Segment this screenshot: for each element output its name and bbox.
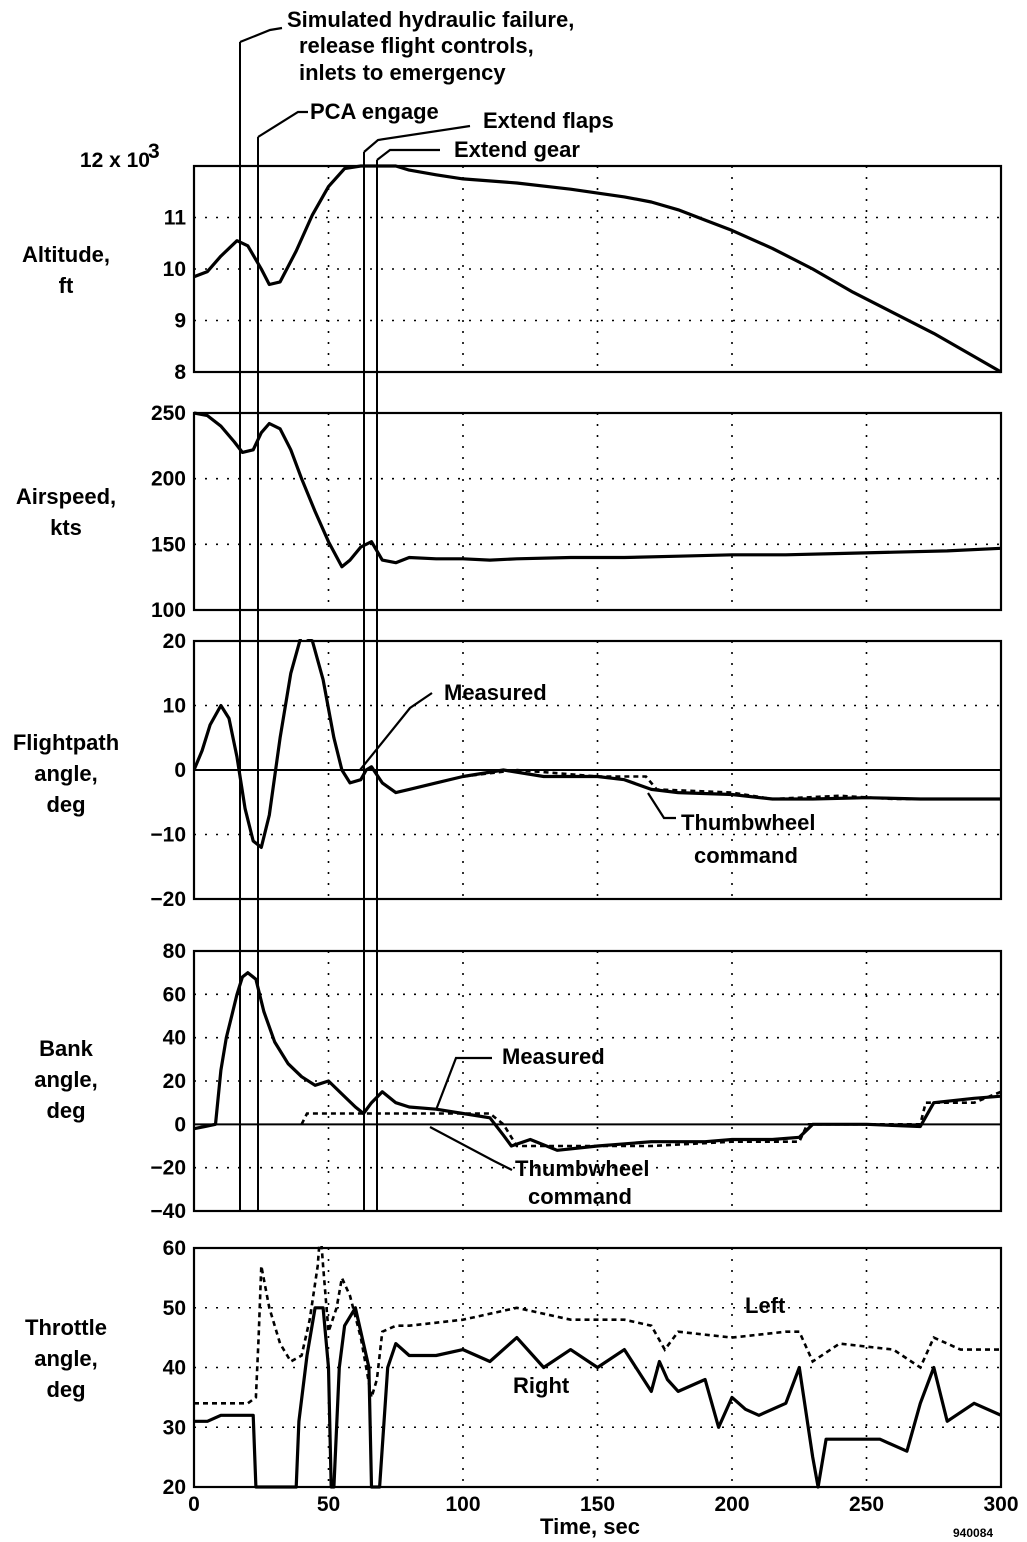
y-tick-label: 150 bbox=[151, 533, 186, 556]
event-label: release flight controls, bbox=[299, 33, 534, 58]
y-axis-label: Airspeed, bbox=[16, 484, 116, 509]
y-tick-label: 250 bbox=[151, 402, 186, 425]
y-axis-label: angle, bbox=[34, 1346, 98, 1371]
y-axis-label: deg bbox=[46, 792, 85, 817]
plot-frame bbox=[192, 949, 1003, 1213]
x-tick-label: 250 bbox=[849, 1493, 884, 1516]
series-line-solid bbox=[194, 971, 1001, 1152]
y-axis-label: angle, bbox=[34, 1067, 98, 1092]
y-tick-label: 50 bbox=[163, 1297, 186, 1320]
event-label: Simulated hydraulic failure, bbox=[287, 7, 574, 32]
y-axis-label: Throttle bbox=[25, 1315, 107, 1340]
x-tick-label: 100 bbox=[445, 1493, 480, 1516]
y-tick-label: 60 bbox=[163, 983, 186, 1006]
y-axis-label: Flightpath bbox=[13, 730, 119, 755]
plot-frame bbox=[192, 164, 1003, 374]
series-line-solid bbox=[194, 164, 1001, 374]
y-axis-label: deg bbox=[46, 1377, 85, 1402]
annotation-leader bbox=[647, 792, 676, 820]
annotation-command: command bbox=[528, 1184, 632, 1209]
y-tick-label: 11 bbox=[164, 207, 187, 230]
y-axis-label: kts bbox=[50, 515, 82, 540]
y-tick-label: 100 bbox=[151, 599, 186, 622]
y-tick-label: 60 bbox=[163, 1237, 186, 1260]
y-tick-label: 10 bbox=[163, 695, 186, 718]
y-axis-label: angle, bbox=[34, 761, 98, 786]
event-label: inlets to emergency bbox=[299, 60, 506, 85]
y-tick-label: 12 x 10 bbox=[80, 149, 150, 172]
y-tick-label: 40 bbox=[163, 1357, 186, 1380]
plot-frame bbox=[192, 1246, 1003, 1489]
y-tick-label: −10 bbox=[150, 824, 186, 847]
annotation-leader bbox=[429, 1126, 513, 1171]
annotation-leader bbox=[359, 692, 433, 771]
panel-4: −40 −20 0 20 40 60 80 Bank angle, deg bbox=[34, 940, 1003, 1223]
event-leader bbox=[239, 26, 283, 44]
y-axis-label: Bank bbox=[39, 1036, 94, 1061]
y-tick-label: 9 bbox=[174, 310, 186, 333]
panel-2: 100 150 200 250 Airspeed, kts bbox=[16, 402, 1003, 622]
y-tick-label: −40 bbox=[150, 1200, 186, 1223]
y-tick-exponent: 3 bbox=[148, 140, 160, 163]
event-label: PCA engage bbox=[310, 99, 439, 124]
figure-id: 940084 bbox=[953, 1526, 993, 1540]
y-tick-label: 30 bbox=[163, 1416, 186, 1439]
panel-3: −20 −10 0 10 20 Flightpath angle, deg bbox=[13, 630, 1003, 911]
y-tick-label: 8 bbox=[174, 361, 186, 384]
series-line-solid bbox=[194, 1306, 1001, 1489]
y-tick-label: 80 bbox=[163, 940, 186, 963]
y-tick-label: 40 bbox=[163, 1027, 186, 1050]
x-tick-label: 0 bbox=[188, 1493, 200, 1516]
y-axis-label: deg bbox=[46, 1098, 85, 1123]
annotation-thumbwheel: Thumbwheel bbox=[681, 810, 815, 835]
event-label: Extend gear bbox=[454, 137, 580, 162]
y-tick-label: 0 bbox=[174, 759, 186, 782]
series-line-dashed bbox=[194, 1246, 1001, 1405]
y-axis-label: Altitude, bbox=[22, 242, 110, 267]
annotation-leader bbox=[434, 1056, 492, 1111]
annotation-left: Left bbox=[745, 1293, 786, 1318]
series-line-solid bbox=[194, 411, 1001, 569]
series-line-dashed bbox=[300, 1090, 1001, 1148]
annotation-command: command bbox=[694, 843, 798, 868]
event-leader bbox=[363, 124, 471, 153]
y-axis-label: ft bbox=[59, 273, 74, 298]
y-tick-label: 0 bbox=[174, 1113, 186, 1136]
annotation-measured: Measured bbox=[444, 680, 547, 705]
x-tick-label: 50 bbox=[317, 1493, 340, 1516]
x-tick-label: 300 bbox=[983, 1493, 1018, 1516]
event-label: Extend flaps bbox=[483, 108, 614, 133]
annotation-right: Right bbox=[513, 1373, 570, 1398]
y-tick-label: 20 bbox=[163, 630, 186, 653]
x-tick-label: 150 bbox=[580, 1493, 615, 1516]
x-axis-label: Time, sec bbox=[540, 1514, 640, 1539]
y-tick-label: 20 bbox=[163, 1070, 186, 1093]
annotation-thumbwheel: Thumbwheel bbox=[515, 1156, 649, 1181]
y-tick-label: −20 bbox=[150, 888, 186, 911]
y-tick-label: 200 bbox=[151, 468, 186, 491]
y-tick-label: −20 bbox=[150, 1157, 186, 1180]
annotation-measured: Measured bbox=[502, 1044, 605, 1069]
x-tick-label: 200 bbox=[714, 1493, 749, 1516]
series-line-dashed bbox=[462, 768, 1001, 801]
y-tick-label: 10 bbox=[163, 258, 186, 281]
panel-1: 8 9 10 11 12 x 103 Altitude, ft bbox=[22, 140, 1003, 384]
panel-5: 20 30 40 50 60 Throttle angle, deg bbox=[25, 1237, 1003, 1499]
event-leader bbox=[257, 110, 308, 138]
plot-frame bbox=[192, 411, 1003, 612]
y-tick-label: 20 bbox=[163, 1476, 186, 1499]
event-leader bbox=[376, 148, 440, 161]
